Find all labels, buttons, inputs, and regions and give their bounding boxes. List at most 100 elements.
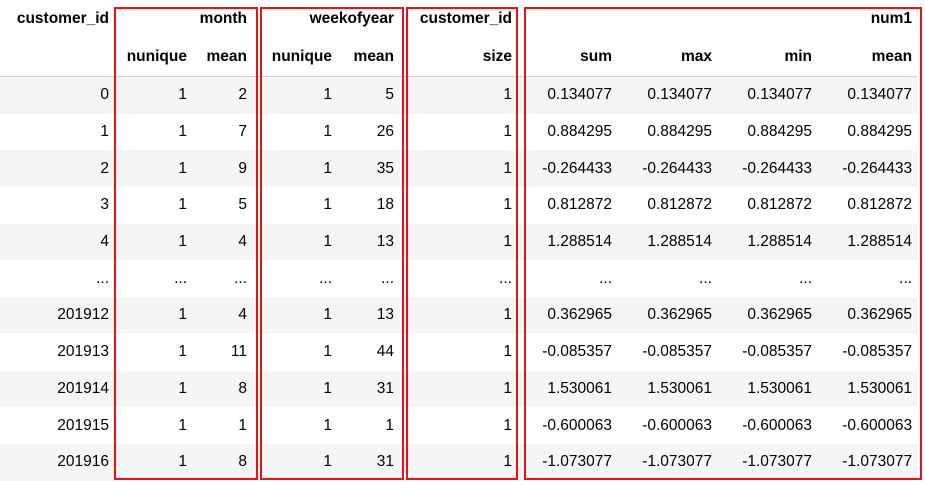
num1-mean-header: mean	[818, 38, 919, 77]
weekofyear-nunique-cell: 1	[323, 379, 333, 397]
num1-max-cell: 0.812872	[647, 196, 713, 214]
weekofyear-nunique-cell: 1	[323, 453, 333, 471]
num1-sum-cell: 0.362965	[547, 306, 613, 324]
weekofyear-mean-cell: 18	[376, 196, 395, 214]
month-mean-cell: 4	[238, 233, 248, 251]
num1-sum-cell: 1.288514	[547, 233, 613, 251]
weekofyear-mean-cell: 35	[376, 159, 395, 177]
table-row: ..............................	[0, 260, 919, 298]
month-nunique-cell: 1	[178, 343, 187, 361]
month-nunique-header: nunique	[115, 38, 193, 77]
weekofyear-mean-cell: 13	[376, 233, 395, 251]
table-row: 201914 1 8 1 31 1 1.530061 1.530061 1.530061 1.53…	[0, 370, 919, 408]
customer-id-size-cell: 1	[503, 379, 513, 397]
weekofyear-mean-cell: 44	[376, 343, 395, 361]
weekofyear-mean-cell: 5	[385, 86, 395, 104]
weekofyear-mean-cell: ...	[381, 269, 395, 287]
num1-min-cell: 0.812872	[747, 196, 813, 214]
num1-max-cell: 0.362965	[647, 306, 713, 324]
num1-mean-cell: ...	[899, 269, 913, 287]
table-row: 1 1 7 1 26 1 0.884295 0.884295 0.884295 0.884295	[0, 113, 919, 151]
month-mean-cell: 5	[238, 196, 248, 214]
customer-id-size-cell: 1	[503, 159, 513, 177]
row-index-cell: 201912	[57, 306, 109, 324]
num1-mean-cell: 0.812872	[847, 196, 913, 214]
row-index-cell: 201916	[57, 453, 109, 471]
num1-max-cell: 0.134077	[647, 86, 713, 104]
num1-mean-cell: 0.884295	[847, 123, 913, 141]
month-mean-cell: 9	[238, 159, 248, 177]
weekofyear-nunique-cell: 1	[323, 196, 333, 214]
month-nunique-cell: 1	[178, 453, 187, 471]
num1-mean-cell: -1.073077	[842, 453, 913, 471]
index-blank-header	[0, 38, 115, 77]
row-index-cell: 201913	[57, 343, 109, 361]
num1-mean-cell: 1.288514	[847, 233, 913, 251]
month-mean-cell: 2	[238, 86, 248, 104]
num1-max-cell: -0.264433	[642, 159, 713, 177]
num1-sum-cell: -0.600063	[542, 416, 613, 434]
month-nunique-cell: 1	[178, 379, 187, 397]
num1-min-cell: 0.362965	[747, 306, 813, 324]
num1-min-cell: -0.085357	[742, 343, 813, 361]
weekofyear-mean-cell: 13	[376, 306, 395, 324]
num1-min-cell: 1.530061	[747, 379, 813, 397]
customer-id-size-cell: 1	[503, 196, 513, 214]
row-index-cell: 1	[100, 123, 109, 141]
customer-id-size-cell: 1	[503, 416, 513, 434]
weekofyear-mean-cell: 31	[376, 453, 395, 471]
weekofyear-mean-cell: 31	[376, 379, 395, 397]
month-nunique-cell: 1	[178, 123, 187, 141]
table-row: 3 1 5 1 18 1 0.812872 0.812872 0.812872 0.812872	[0, 187, 919, 224]
weekofyear-group-header: weekofyear	[309, 10, 395, 27]
customer-id-size-header: size	[400, 38, 519, 77]
month-mean-cell: 8	[238, 379, 248, 397]
weekofyear-nunique-cell: 1	[323, 86, 333, 104]
num1-min-cell: 1.288514	[747, 233, 813, 251]
row-index-cell: 201914	[57, 379, 109, 397]
num1-sum-cell: 1.530061	[547, 379, 613, 397]
num1-max-cell: 1.288514	[647, 233, 713, 251]
month-nunique-cell: 1	[178, 159, 187, 177]
num1-sum-cell: -0.085357	[542, 343, 613, 361]
month-mean-header: mean	[193, 38, 254, 77]
num1-max-cell: -0.085357	[642, 343, 713, 361]
month-mean-cell: 1	[238, 416, 248, 434]
num1-min-cell: -0.600063	[742, 416, 813, 434]
num1-max-cell: 0.884295	[647, 123, 713, 141]
customer-id-size-cell: ...	[499, 269, 513, 287]
row-index-cell: 3	[100, 196, 109, 214]
weekofyear-nunique-cell: 1	[323, 306, 333, 324]
weekofyear-nunique-header: nunique	[253, 38, 339, 77]
month-nunique-cell: 1	[178, 196, 187, 214]
month-mean-cell: 8	[238, 453, 248, 471]
num1-max-cell: ...	[699, 269, 713, 287]
weekofyear-nunique-cell: 1	[323, 416, 333, 434]
month-nunique-cell: 1	[178, 86, 187, 104]
table-body: 0 1 2 1 5 1 0.134077 0.134077 0.134077 0.134077 1 1…	[0, 76, 919, 481]
num1-min-header: min	[718, 38, 819, 77]
weekofyear-nunique-cell: 1	[323, 343, 333, 361]
weekofyear-nunique-cell: 1	[323, 159, 333, 177]
table-row: 201916 1 8 1 31 1 -1.073077 -1.073077 -1.073077 -…	[0, 443, 919, 481]
month-mean-cell: 11	[230, 343, 248, 361]
customer-id-size-cell: 1	[503, 453, 513, 471]
row-index-cell: 4	[100, 233, 109, 251]
weekofyear-nunique-cell: 1	[323, 233, 333, 251]
customer-id-size-cell: 1	[503, 123, 513, 141]
table-row: 2 1 9 1 35 1 -0.264433 -0.264433 -0.264433 -0.264…	[0, 150, 919, 188]
month-group-header: month	[199, 10, 248, 27]
weekofyear-mean-cell: 1	[385, 416, 395, 434]
table-header: customer_id month weekofyear customer_id…	[0, 0, 919, 77]
num1-mean-cell: -0.600063	[842, 416, 913, 434]
month-mean-cell: ...	[234, 269, 248, 287]
customer-id-group-header: customer_id	[419, 10, 513, 27]
month-nunique-cell: 1	[178, 416, 187, 434]
customer-id-size-cell: 1	[503, 86, 513, 104]
customer-id-size-cell: 1	[503, 233, 513, 251]
num1-min-cell: ...	[799, 269, 813, 287]
table-row: 4 1 4 1 13 1 1.288514 1.288514 1.288514 1.288514	[0, 223, 919, 261]
header-row-1: customer_id month weekofyear customer_id…	[0, 0, 918, 38]
num1-mean-cell: 0.362965	[847, 306, 913, 324]
